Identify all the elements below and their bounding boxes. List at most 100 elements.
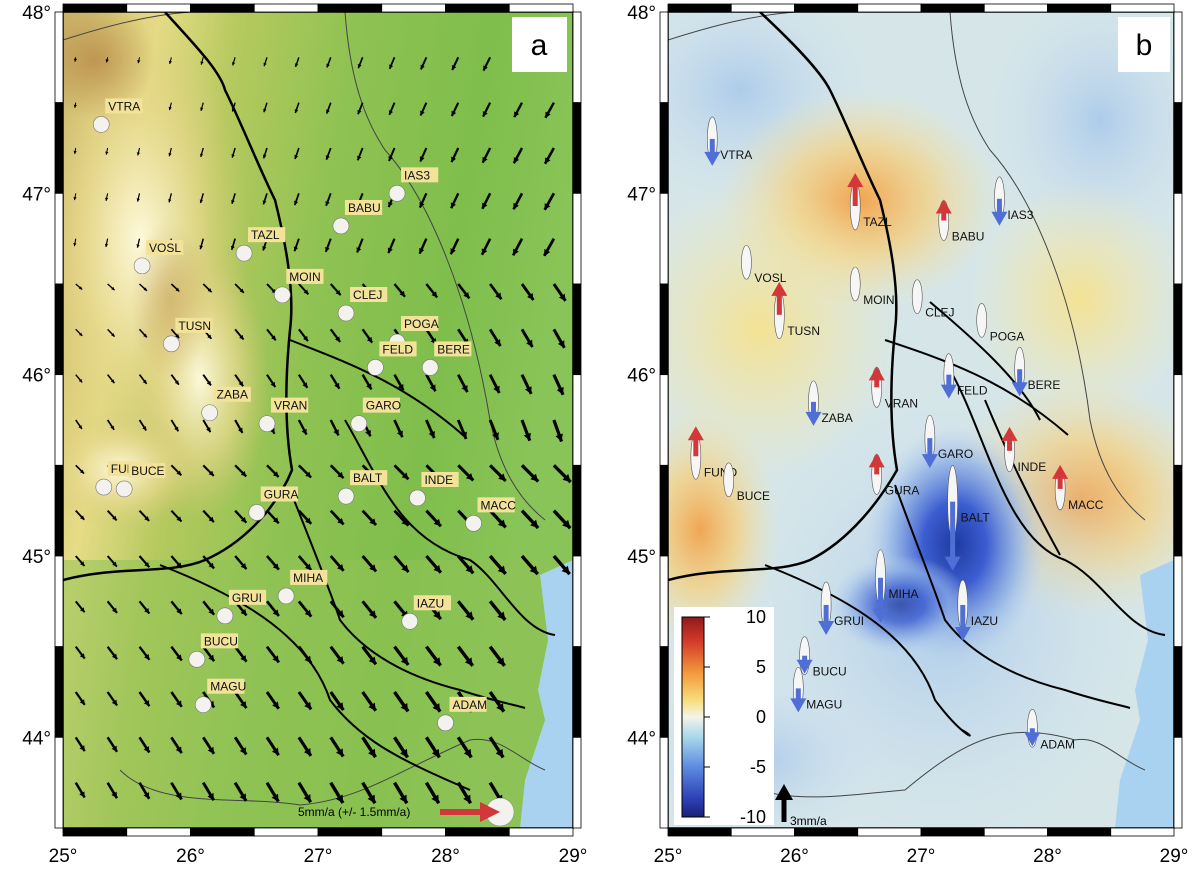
model-velocity-arrow-head	[240, 655, 247, 662]
model-velocity-arrow-head	[337, 517, 344, 525]
model-velocity-arrow-head	[326, 109, 330, 114]
vertical-velocity-arrow-head	[790, 698, 807, 713]
station-label-box	[379, 341, 417, 357]
model-velocity-arrow-head	[174, 426, 179, 432]
colorbar-tick-label: 5	[756, 657, 766, 677]
model-velocity-arrow-head	[388, 110, 394, 115]
colorbar-tick-label: -10	[740, 807, 766, 827]
model-velocity-arrow-head	[176, 470, 182, 476]
vertical-velocity-arrow-head	[1052, 464, 1069, 479]
station-label-box	[146, 239, 184, 255]
frame-tick-bar	[572, 464, 582, 557]
station-balt: BALT	[337, 470, 388, 505]
station-label: IAZU	[971, 614, 998, 628]
station-miha: MIHA	[277, 569, 328, 605]
model-velocity-arrow-head	[561, 565, 570, 575]
model-velocity-arrow-head	[79, 791, 85, 798]
model-velocity-arrow-head	[240, 517, 247, 523]
model-velocity-arrow-head	[137, 59, 141, 64]
station-zaba: ZABA	[201, 386, 251, 422]
vertical-velocity-arrow-head	[868, 453, 885, 468]
station-label-box	[290, 569, 328, 585]
station-label: IAZU	[417, 596, 444, 610]
vertical-velocity-arrow-head	[771, 281, 788, 296]
axis-labels: 48° 47° 46° 45° 44° 25° 26° 27° 28° 29° 48° 47° 46° 4…	[22, 3, 1188, 867]
station-label: IAS3	[404, 168, 430, 182]
lon-tick-label: 29°	[1160, 846, 1189, 867]
model-velocity-arrow-head	[387, 247, 393, 254]
model-velocity-arrow-head	[482, 202, 488, 209]
station-label: GARO	[366, 399, 401, 413]
station-label: CLEJ	[353, 288, 382, 302]
model-velocity-arrow-head	[433, 564, 441, 573]
frame-tick-bar	[1173, 102, 1183, 194]
model-velocity-arrow-head	[401, 564, 409, 573]
station-label: CLEJ	[925, 306, 954, 320]
model-velocity-arrow-head	[144, 562, 150, 568]
error-ellipse	[337, 304, 355, 322]
model-velocity-arrow-head	[175, 334, 180, 339]
colorbar-tick-label: 0	[756, 707, 766, 727]
model-velocity-arrow-head	[168, 60, 173, 65]
station-label: ADAM	[1040, 737, 1075, 751]
station-label-box	[105, 98, 143, 114]
frame-tick-bar	[983, 3, 1048, 13]
model-velocity-arrow-head	[325, 201, 330, 206]
model-velocity-arrow-head	[401, 472, 409, 480]
error-ellipse	[235, 244, 253, 262]
model-velocity-arrow-head	[231, 154, 235, 158]
model-velocity-arrow-head	[388, 201, 393, 208]
station-label-box	[401, 316, 439, 332]
frame-tick-bar	[54, 374, 64, 466]
model-velocity-arrow-head	[272, 701, 279, 709]
error-ellipse	[409, 489, 426, 507]
frame-tick-bar	[730, 827, 795, 837]
frame-tick-bar	[1173, 464, 1183, 557]
error-ellipse	[277, 587, 295, 605]
model-velocity-arrow-head	[111, 745, 118, 752]
model-velocity-arrow-head	[73, 104, 77, 108]
model-velocity-arrow-head	[78, 425, 82, 429]
panel-b-vertical-velocity-map: VTRA IAS3 TAZL BABU VOSL MOIN CLEJ POGA TUSN FELD…	[668, 12, 1174, 828]
station-moin: MOIN	[849, 266, 895, 307]
station-bere: BERE	[1011, 346, 1060, 397]
model-velocity-arrow-head	[143, 287, 147, 291]
station-iazu: IAZU	[954, 579, 998, 641]
frame-tick-bar	[730, 3, 795, 13]
model-velocity-arrow-head	[527, 293, 534, 301]
model-velocity-arrow-head	[271, 747, 279, 756]
station-label: ZABA	[217, 388, 248, 402]
lat-tick-label: 44°	[627, 728, 656, 749]
model-velocity-arrow-head	[513, 248, 519, 256]
lat-tick-label: 47°	[22, 184, 51, 205]
station-adam: ADAM	[437, 696, 487, 732]
error-ellipse	[188, 651, 206, 668]
error-ellipse	[388, 185, 406, 202]
error-ellipse	[911, 279, 923, 314]
frame-tick-bar	[1110, 827, 1175, 837]
frame-tick-bar	[62, 3, 128, 13]
model-velocity-arrow-head	[239, 288, 244, 293]
frame-tick-bar	[54, 464, 64, 557]
model-velocity-arrow-head	[431, 291, 438, 298]
vertical-velocity-arrow-head	[704, 151, 721, 166]
model-velocity-arrow-head	[144, 654, 150, 660]
model-velocity-arrow-head	[104, 243, 109, 247]
frame-tick-bar	[659, 283, 669, 376]
frame-tick-bar	[1047, 827, 1112, 837]
model-velocity-arrow-head	[239, 334, 244, 340]
station-label-box	[200, 633, 239, 649]
model-velocity-arrow-head	[397, 383, 404, 391]
model-velocity-arrow-head	[530, 519, 539, 528]
colorbar-tick-label: -5	[750, 757, 766, 777]
model-velocity-arrow-head	[239, 747, 247, 755]
model-velocity-arrow-head	[420, 110, 425, 116]
lat-tick-label: 46°	[627, 366, 656, 387]
station-label: INDE	[424, 473, 453, 487]
error-ellipse	[465, 515, 482, 532]
model-velocity-arrow-head	[240, 471, 247, 477]
model-velocity-arrow-head	[388, 155, 393, 161]
model-velocity-arrow-head	[463, 794, 471, 804]
station-label: MACC	[1068, 498, 1104, 512]
